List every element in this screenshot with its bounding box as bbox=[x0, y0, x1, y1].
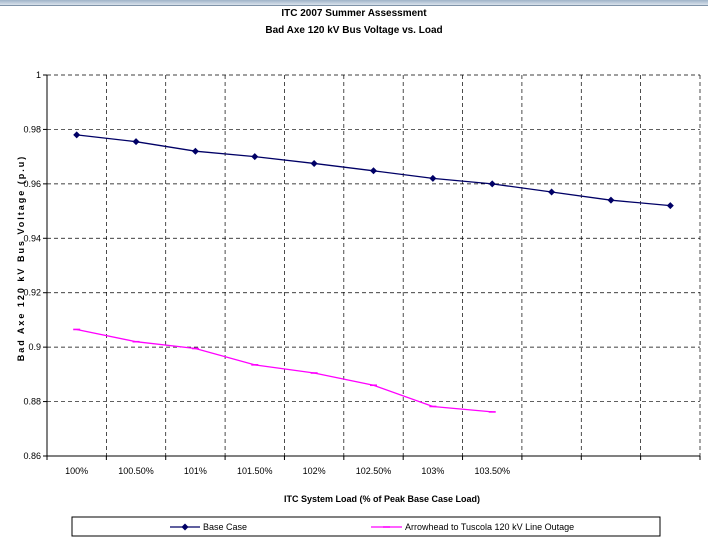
data-point-base-case bbox=[607, 196, 615, 204]
data-point-base-case bbox=[666, 202, 674, 210]
y-tick-label: 0.92 bbox=[23, 288, 41, 298]
x-tick-label: 103% bbox=[421, 466, 444, 476]
legend-label-line-outage: Arrowhead to Tuscola 120 kV Line Outage bbox=[405, 522, 574, 532]
data-point-base-case bbox=[191, 147, 199, 155]
plot-area: 0.86 0.88 0.9 0.92 0.94 0.96 0.98 1 100% 100.50% 1… bbox=[23, 70, 701, 476]
y-tick-label: 1 bbox=[36, 70, 41, 80]
series-line-line-outage bbox=[76, 328, 493, 413]
legend-marker-base-case bbox=[181, 523, 189, 531]
chart-subtitle: Bad Axe 120 kV Bus Voltage vs. Load bbox=[265, 25, 442, 36]
chart-title: ITC 2007 Summer Assessment bbox=[281, 8, 427, 19]
x-tick-label: 101.50% bbox=[237, 466, 273, 476]
legend-item-base-case: Base Case bbox=[170, 522, 247, 532]
x-axis-title: ITC System Load (% of Peak Base Case Loa… bbox=[284, 494, 480, 504]
data-point-base-case bbox=[429, 174, 437, 182]
data-point-base-case bbox=[370, 167, 377, 175]
x-tick-label: 100% bbox=[65, 466, 88, 476]
x-tick-label: 102% bbox=[303, 466, 326, 476]
data-point-base-case bbox=[548, 188, 556, 196]
y-tick-label: 0.88 bbox=[23, 397, 41, 407]
data-point-base-case bbox=[488, 180, 496, 188]
data-point-base-case bbox=[73, 131, 81, 139]
x-tick-label: 101% bbox=[184, 466, 207, 476]
data-point-base-case bbox=[251, 153, 259, 161]
y-tick-label: 0.98 bbox=[23, 124, 41, 134]
legend: Base Case Arrowhead to Tuscola 120 kV Li… bbox=[71, 516, 661, 537]
legend-item-line-outage: Arrowhead to Tuscola 120 kV Line Outage bbox=[371, 522, 574, 532]
x-tick-label: 103.50% bbox=[474, 466, 510, 476]
data-point-base-case bbox=[132, 138, 140, 146]
y-tick-label: 0.86 bbox=[23, 451, 41, 461]
x-tick-label: 100.50% bbox=[118, 466, 154, 476]
x-tick-label: 102.50% bbox=[356, 466, 392, 476]
legend-box bbox=[71, 516, 661, 537]
data-point-base-case bbox=[310, 159, 318, 167]
y-tick-label: 0.9 bbox=[28, 342, 41, 352]
legend-label-base-case: Base Case bbox=[203, 522, 247, 532]
y-axis-title: Bad Axe 120 kV Bus Voltage (p.u) bbox=[16, 155, 26, 362]
y-tick-label: 0.94 bbox=[23, 233, 41, 243]
window-top-bar bbox=[0, 0, 708, 6]
y-tick-label: 0.96 bbox=[23, 179, 41, 189]
